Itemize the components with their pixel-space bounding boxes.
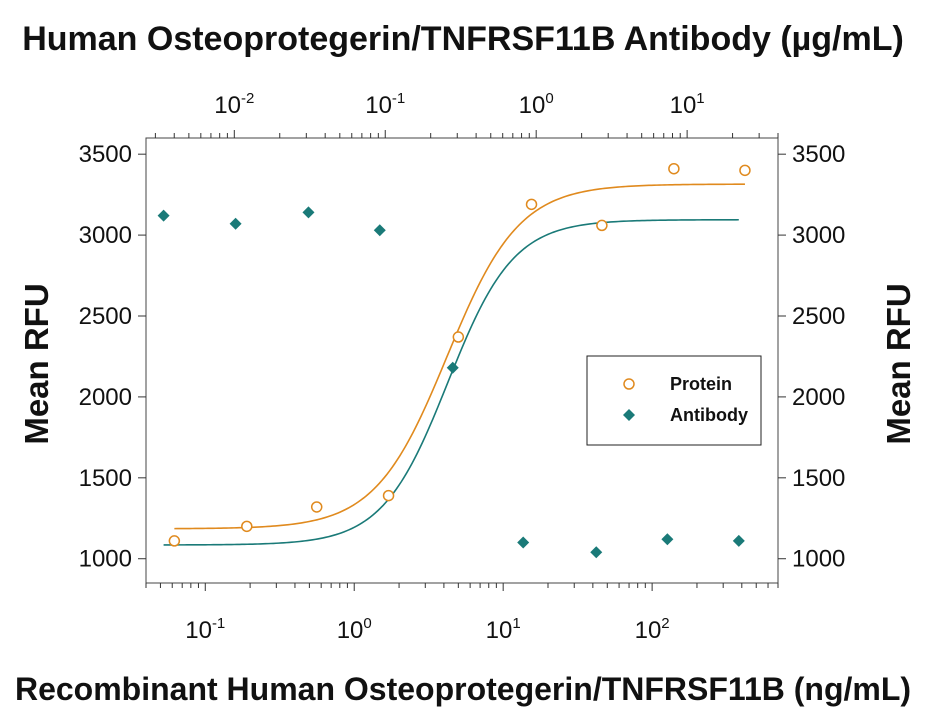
y-axis-label-left: Mean RFU [18,283,55,444]
x-bottom-tick-label: 102 [635,615,670,644]
legend-label-antibody: Antibody [670,405,748,425]
y-tick-label-left: 3500 [79,141,132,168]
protein-data-point [452,331,465,343]
antibody-data-point [590,546,603,559]
x-top-tick-label: 10-2 [214,90,254,119]
antibody-data-point [661,533,674,546]
y-tick-label-left: 1000 [79,546,132,573]
x-top-tick-label: 101 [670,90,705,119]
y-tick-label-right: 2500 [792,303,845,330]
legend-label-protein: Protein [670,374,732,394]
y-tick-label-left: 2500 [79,303,132,330]
x-bottom-tick-label: 10-1 [185,615,225,644]
y-tick-label-right: 1500 [792,465,845,492]
x-top-tick-label: 100 [519,90,554,119]
y-tick-label-left: 3000 [79,222,132,249]
antibody-data-point [229,217,242,230]
antibody-data-point [302,206,315,219]
antibody-data-point [157,209,170,222]
protein-fit-curve [174,183,745,530]
protein-data-point [525,198,538,211]
antibody-data-point [732,534,745,547]
plot-frame [145,137,779,584]
data-points [157,162,751,559]
x-top-tick-label: 10-1 [365,90,405,119]
protein-data-point [668,162,680,175]
protein-data-point [310,501,323,513]
antibody-fit-curve [163,218,739,546]
y-tick-label-left: 2000 [79,384,132,411]
y-tick-label-left: 1500 [79,465,132,492]
ticks-layer: 1000 1000 1500 1500 2000 2000 2500 2500 3000 3000… [79,90,846,644]
fit-curves [163,183,745,546]
legend-marker-antibody [623,409,635,421]
y-axis-label-right: Mean RFU [880,283,917,444]
y-tick-label-right: 1000 [792,546,845,573]
antibody-data-point [373,224,386,237]
protein-data-point [168,535,181,547]
chart-title: Human Osteoprotegerin/TNFRSF11B Antibody… [22,20,904,58]
antibody-data-point [517,536,530,549]
protein-data-point [382,489,395,502]
y-tick-label-right: 2000 [792,384,845,411]
protein-data-point [739,164,751,177]
x-bottom-tick-label: 101 [486,615,521,644]
protein-data-point [596,219,608,232]
antibody-data-point [446,361,459,374]
legend: Protein Antibody [586,355,762,446]
x-bottom-tick-label: 100 [337,615,372,644]
y-tick-label-right: 3000 [792,222,845,249]
x-axis-label: Recombinant Human Osteoprotegerin/TNFRSF… [15,671,911,707]
y-tick-label-right: 3500 [792,141,845,168]
legend-marker-protein [623,378,635,390]
legend-box [586,355,762,446]
protein-data-point [241,520,253,533]
